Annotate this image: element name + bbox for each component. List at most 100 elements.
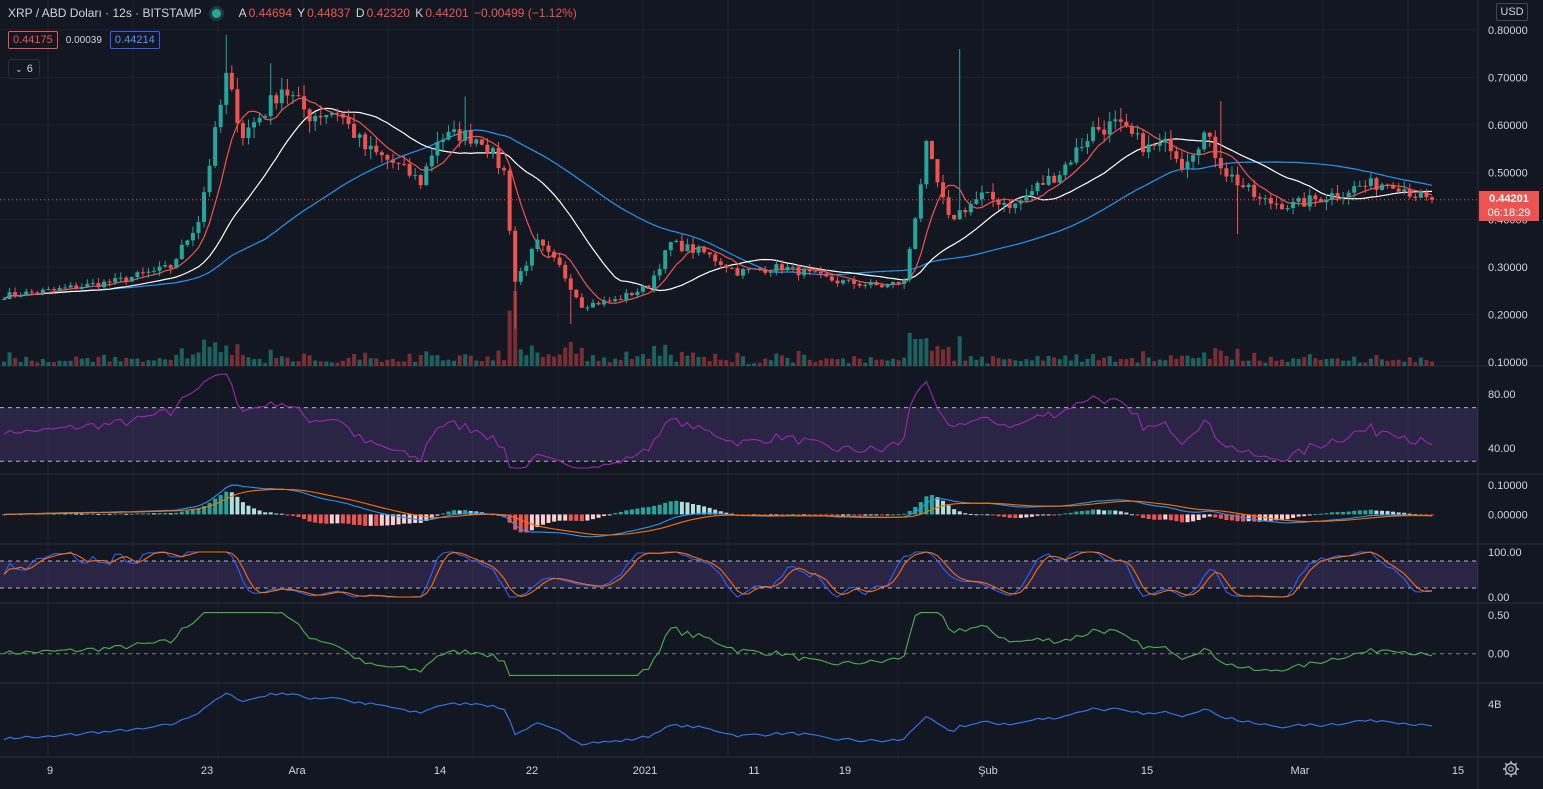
candle: [1218, 101, 1223, 176]
candle: [841, 279, 846, 286]
volume-bar: [913, 338, 918, 366]
volume-bar: [90, 361, 95, 366]
volume-bar: [479, 360, 484, 366]
candle: [868, 279, 873, 289]
candle: [235, 78, 240, 133]
candle-body: [113, 278, 118, 283]
macd-hist-bar: [1374, 510, 1379, 515]
candle-body: [679, 240, 684, 252]
macd-hist-bar: [974, 514, 979, 516]
candle-body: [96, 283, 101, 288]
candle: [896, 281, 901, 286]
candle: [1424, 188, 1429, 201]
gear-icon[interactable]: [1502, 760, 1520, 778]
volume-bar: [568, 341, 573, 366]
volume-bar: [285, 357, 290, 366]
candle-body: [279, 89, 284, 104]
candle-body: [1013, 203, 1018, 209]
macd-hist-bar: [1391, 511, 1396, 515]
macd-hist-bar: [363, 514, 368, 526]
macd-hist-bar: [163, 512, 168, 515]
candle-body: [385, 155, 390, 160]
bar-countdown: 06:18:29: [1487, 207, 1531, 219]
indicators-toggle-button[interactable]: ⌄ 6: [8, 59, 40, 79]
macd-hist-bar: [274, 513, 279, 515]
candle: [335, 108, 340, 122]
macd-hist-bar: [524, 514, 529, 533]
candle: [302, 85, 307, 118]
volume-bar: [1324, 358, 1329, 366]
candle: [457, 121, 462, 148]
candle: [746, 268, 751, 274]
candle: [802, 266, 807, 279]
macd-hist-bar: [568, 514, 573, 521]
macd-hist-bar: [879, 514, 884, 516]
volume-bar: [40, 358, 45, 366]
buy-button[interactable]: 0.44214: [109, 31, 160, 49]
candle: [974, 191, 979, 206]
candle-body: [935, 159, 940, 183]
macd-hist-bar: [1163, 514, 1168, 520]
volume-bar: [379, 362, 384, 366]
stoch-d-line: [3, 551, 1433, 598]
candle: [413, 168, 418, 180]
candle-body: [18, 295, 23, 297]
candle-body: [602, 300, 607, 305]
candle-body: [779, 264, 784, 271]
volume-bar: [707, 361, 712, 366]
candle: [179, 239, 184, 260]
symbol-title[interactable]: XRP / ABD Doları · 12s · BITSTAMP: [8, 6, 202, 20]
candle: [318, 105, 323, 126]
candle-body: [357, 134, 362, 138]
candle: [1046, 168, 1051, 186]
ma-fast-line: [3, 97, 1433, 304]
macd-hist-bar: [68, 513, 73, 515]
candle-body: [735, 268, 740, 276]
candle: [57, 285, 62, 292]
currency-button[interactable]: USD: [1496, 3, 1528, 21]
candle-body: [1168, 138, 1173, 152]
macd-hist-bar: [574, 514, 579, 521]
volume-bar: [102, 354, 107, 366]
candle-body: [390, 159, 395, 163]
candle: [685, 238, 690, 252]
candle: [652, 270, 657, 293]
volume-bar: [268, 349, 273, 366]
candle: [829, 273, 834, 283]
volume-bar: [824, 358, 829, 366]
macd-hist-bar: [1207, 514, 1212, 517]
candle-body: [907, 248, 912, 280]
volume-bar: [1163, 360, 1168, 366]
volume-bar: [57, 360, 62, 366]
candle: [1191, 154, 1196, 169]
macd-hist-bar: [1246, 514, 1251, 522]
candle-body: [1279, 204, 1284, 210]
macd-hist-bar: [646, 507, 651, 515]
candle-body: [1079, 147, 1084, 149]
macd-hist-bar: [835, 514, 840, 516]
candle-body: [874, 282, 879, 286]
candle: [52, 286, 57, 294]
macd-hist-bar: [140, 513, 145, 515]
candle-body: [396, 162, 401, 164]
candle: [779, 259, 784, 274]
volume-bar: [85, 357, 90, 366]
candle-body: [190, 232, 195, 241]
candle: [140, 267, 145, 277]
candle: [879, 282, 884, 289]
last-price-label: 0.44201 06:18:29: [1479, 191, 1539, 221]
volume-bar: [690, 352, 695, 366]
candle: [307, 108, 312, 133]
candle-body: [213, 127, 218, 166]
volume-bar: [179, 348, 184, 366]
candle-body: [1074, 147, 1079, 163]
candle-body: [274, 95, 279, 104]
macd-hist-bar: [1146, 514, 1151, 520]
candle-body: [1430, 197, 1434, 200]
candle-body: [246, 127, 251, 139]
candle-body: [118, 277, 123, 279]
candle: [563, 261, 568, 282]
sell-button[interactable]: 0.44175: [8, 31, 58, 49]
macd-hist-bar: [152, 513, 157, 515]
